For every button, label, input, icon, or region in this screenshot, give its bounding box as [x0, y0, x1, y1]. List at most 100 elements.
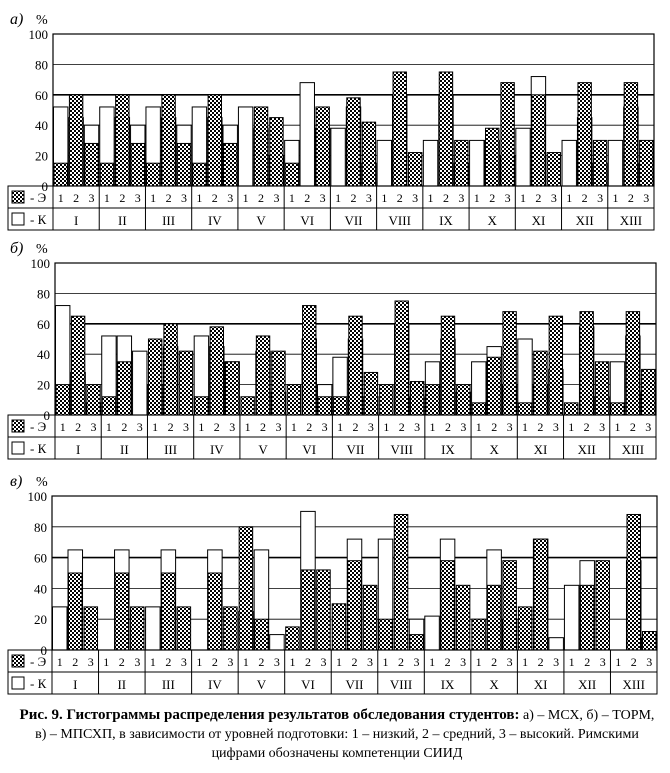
level-label: 3 [646, 655, 652, 669]
category-label: VII [344, 213, 362, 228]
bar-k [330, 127, 346, 187]
bar-k [422, 139, 439, 187]
category-label: XIII [620, 213, 642, 228]
category-label: XI [534, 677, 548, 692]
bar-e [546, 152, 562, 187]
bar-e [500, 82, 515, 187]
category-label: XI [534, 442, 548, 457]
bar-e [394, 300, 409, 416]
bar-e [70, 315, 86, 416]
level-label: 2 [119, 191, 125, 205]
bar-e [517, 402, 533, 416]
bar-e [378, 618, 393, 651]
bar-e [533, 350, 548, 416]
category-label: III [162, 213, 175, 228]
y-unit-label: % [36, 475, 48, 490]
category-label: XII [578, 442, 596, 457]
bar-e [594, 361, 610, 416]
bar-e [610, 402, 625, 416]
level-label: 1 [430, 420, 436, 434]
bar-e [440, 560, 455, 651]
legend-label-k: - К [30, 676, 47, 691]
bar-e [409, 381, 425, 416]
bar-e [284, 162, 300, 187]
bar-k [561, 139, 577, 187]
bar-e [332, 396, 348, 416]
level-label: 2 [258, 655, 264, 669]
level-label: 1 [429, 655, 435, 669]
y-tick-label: 80 [34, 520, 47, 535]
bar-e [346, 97, 361, 187]
level-label: 1 [104, 191, 110, 205]
y-tick-label: 20 [35, 149, 48, 164]
category-label: IX [439, 213, 453, 228]
bar-e [379, 384, 394, 416]
bar-k [376, 139, 393, 187]
y-unit-label: % [36, 242, 48, 257]
y-tick-label: 60 [35, 88, 48, 103]
level-label: 1 [196, 191, 202, 205]
bar-e [517, 606, 533, 651]
level-label: 3 [414, 420, 420, 434]
bar-e [161, 94, 176, 187]
level-label: 3 [91, 420, 97, 434]
level-label: 2 [258, 191, 264, 205]
level-label: 2 [582, 191, 588, 205]
level-label: 2 [630, 420, 636, 434]
level-label: 3 [273, 191, 279, 205]
bar-e [117, 361, 132, 416]
bar-k [469, 139, 485, 187]
category-label: XI [532, 213, 546, 228]
level-label: 1 [58, 191, 64, 205]
bar-e [639, 139, 654, 187]
level-label: 1 [289, 655, 295, 669]
legend-label-k: - К [30, 441, 47, 456]
panel-label: а) [10, 11, 23, 28]
bar-k [269, 634, 285, 651]
bar-e [409, 634, 424, 651]
legend-label-e: - Э [30, 654, 47, 669]
level-label: 1 [198, 420, 204, 434]
legend-label-e: - Э [30, 419, 47, 434]
level-label: 3 [551, 191, 557, 205]
y-tick-label: 40 [37, 347, 50, 362]
category-label: VII [345, 677, 363, 692]
level-label: 3 [507, 655, 513, 669]
bar-e [147, 338, 163, 416]
level-label: 2 [305, 655, 311, 669]
level-label: 3 [88, 655, 94, 669]
level-label: 3 [458, 191, 464, 205]
category-label: X [487, 213, 497, 228]
bar-e [471, 618, 486, 651]
bar-e [192, 162, 207, 187]
bar-e [240, 396, 255, 416]
level-label: 3 [597, 191, 603, 205]
bar-e [392, 71, 407, 187]
category-label: V [258, 442, 268, 457]
level-label: 3 [643, 191, 649, 205]
level-label: 1 [615, 655, 621, 669]
bar-e [130, 142, 145, 187]
bar-k [563, 584, 580, 651]
bar-e [176, 606, 192, 651]
level-label: 3 [414, 655, 420, 669]
y-tick-label: 80 [35, 57, 48, 72]
level-label: 3 [181, 191, 187, 205]
bar-e [68, 572, 83, 651]
category-label: IV [210, 442, 224, 457]
level-label: 3 [275, 420, 281, 434]
category-label: VI [300, 213, 314, 228]
bar-e [548, 315, 564, 416]
bar-k [424, 615, 440, 651]
level-label: 1 [335, 191, 341, 205]
level-label: 3 [181, 655, 187, 669]
bar-k [607, 139, 624, 187]
legend-label-k: - К [30, 212, 47, 227]
bar-e [269, 117, 284, 187]
bar-e [531, 94, 546, 187]
bar-e [623, 82, 639, 187]
level-label: 3 [368, 420, 374, 434]
legend-swatch-k [11, 676, 25, 690]
